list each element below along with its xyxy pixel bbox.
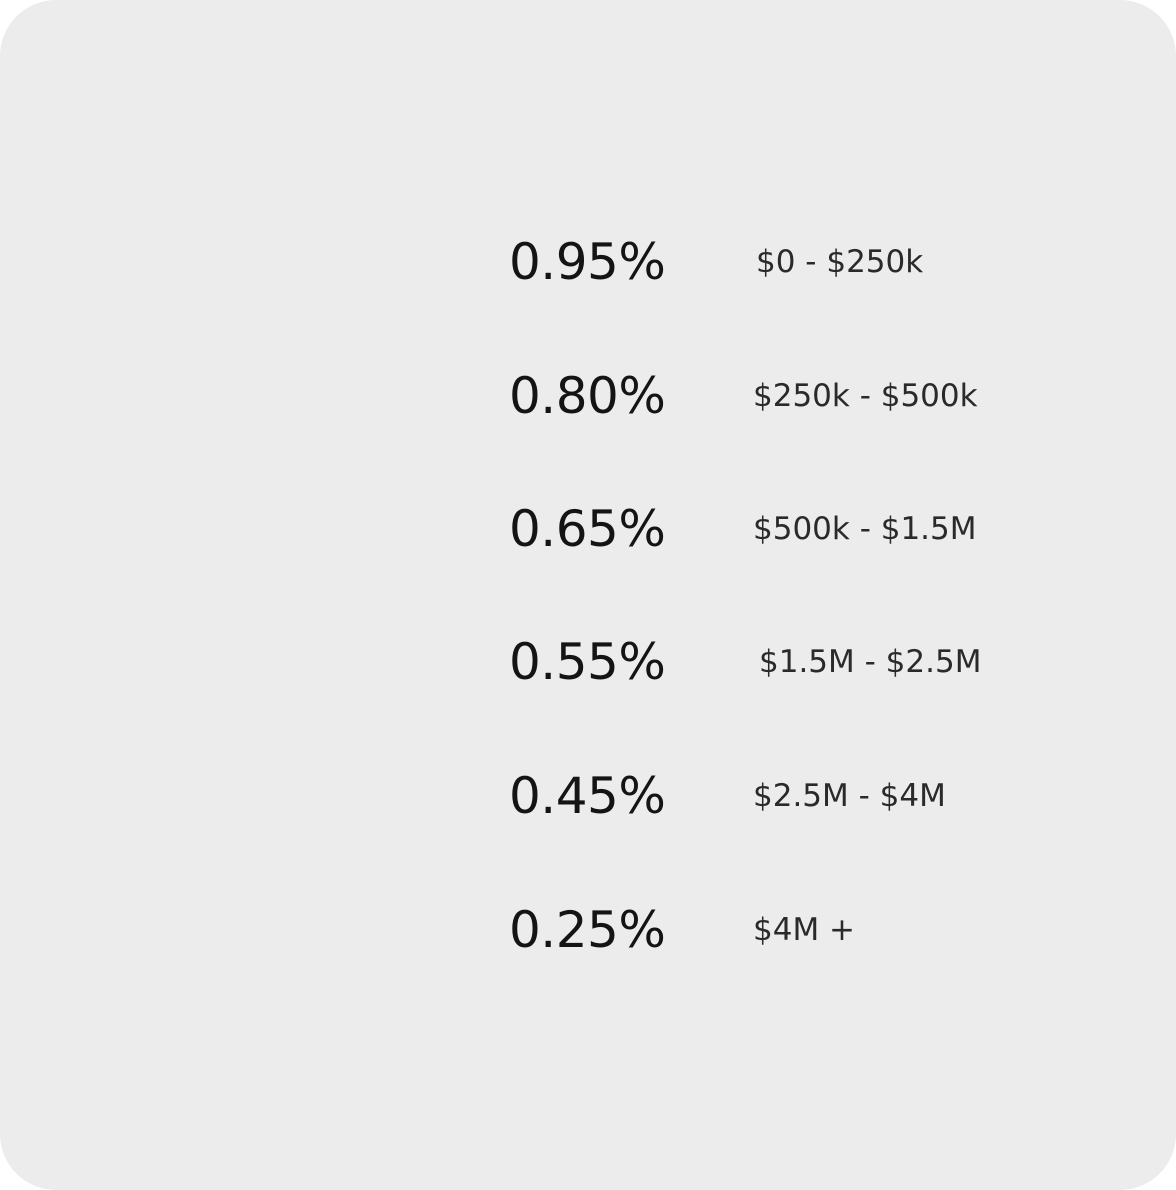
- asset-range: $4M +: [753, 912, 856, 948]
- fee-rate: 0.65%: [509, 500, 666, 558]
- fee-rate: 0.55%: [509, 633, 666, 691]
- fee-tier-row: 0.65% $500k - $1.5M: [0, 489, 1176, 569]
- fee-rate: 0.95%: [509, 233, 666, 291]
- fee-rate: 0.25%: [509, 901, 666, 959]
- asset-range: $2.5M - $4M: [753, 778, 946, 814]
- fee-rate: 0.80%: [509, 367, 666, 425]
- fee-rate: 0.45%: [509, 767, 666, 825]
- asset-range: $0 - $250k: [756, 244, 924, 280]
- asset-range: $500k - $1.5M: [753, 511, 977, 547]
- fee-tier-row: 0.80% $250k - $500k: [0, 356, 1176, 436]
- fee-tier-row: 0.25% $4M +: [0, 890, 1176, 970]
- fee-tier-row: 0.95% $0 - $250k: [0, 222, 1176, 302]
- fee-tier-row: 0.55% $1.5M - $2.5M: [0, 622, 1176, 702]
- asset-range: $250k - $500k: [753, 378, 978, 414]
- asset-range: $1.5M - $2.5M: [759, 644, 982, 680]
- fee-tier-row: 0.45% $2.5M - $4M: [0, 756, 1176, 836]
